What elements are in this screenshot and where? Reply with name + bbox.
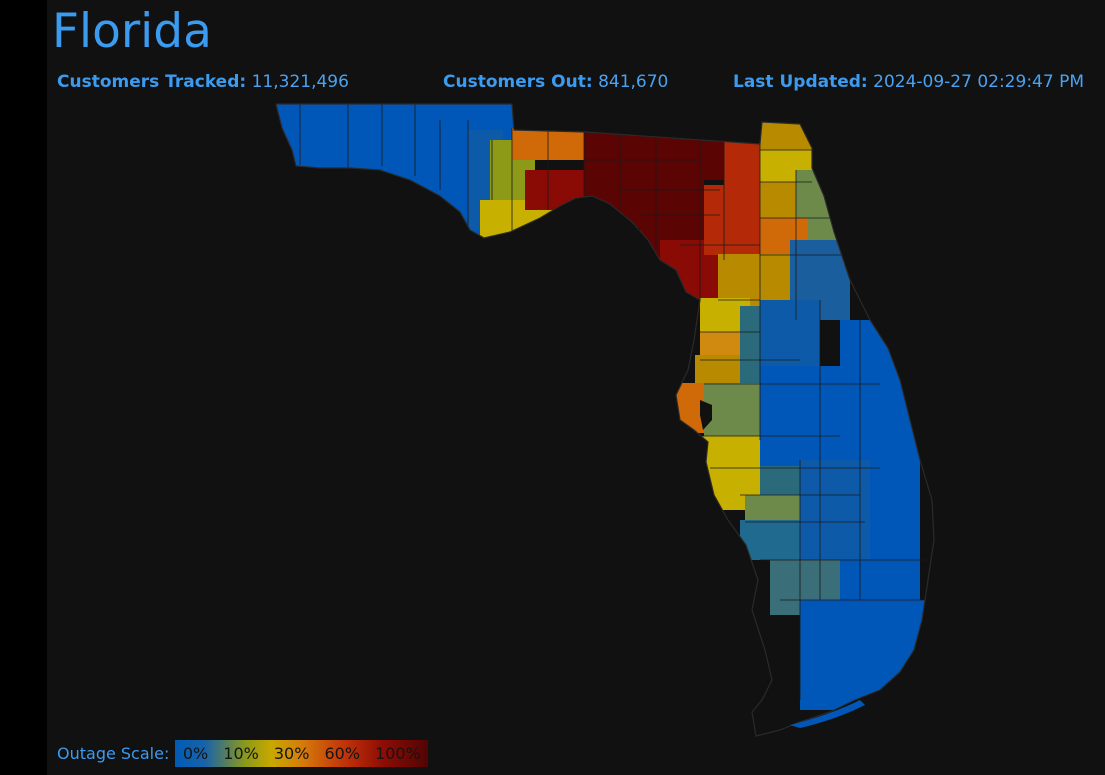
county-alachua — [704, 185, 764, 255]
last-updated-stat: Last Updated: 2024-09-27 02:29:47 PM — [733, 72, 1084, 92]
customers-out-value: 841,670 — [598, 72, 669, 92]
county-fills — [276, 104, 930, 710]
county-wakulla — [525, 170, 585, 210]
county-clay — [760, 182, 800, 224]
scale-tick-30: 30% — [273, 743, 310, 763]
customers-out-label: Customers Out: — [443, 72, 593, 92]
florida-keys — [790, 700, 865, 728]
last-updated-label: Last Updated: — [733, 72, 868, 92]
tampa-bay — [700, 400, 712, 430]
map-panel — [47, 0, 1105, 775]
county-borders — [299, 104, 925, 700]
county-okeechobee — [800, 460, 870, 560]
county-baker — [724, 140, 762, 185]
customers-tracked-value: 11,321,496 — [251, 72, 349, 92]
county-lee — [740, 520, 800, 560]
scale-tick-0: 0% — [182, 743, 209, 763]
customers-tracked-stat: Customers Tracked: 11,321,496 — [57, 72, 349, 92]
page-title: Florida — [52, 4, 212, 59]
county-seminole — [760, 300, 820, 370]
state-outline — [275, 103, 935, 737]
scale-tick-100: 100% — [375, 743, 421, 763]
county-marion — [718, 254, 798, 306]
county-charlotte — [745, 495, 805, 523]
county-hillsborough — [704, 383, 762, 438]
customers-out-stat: Customers Out: 841,670 — [443, 72, 668, 92]
county-desoto — [760, 465, 805, 495]
outage-scale-label: Outage Scale: — [57, 743, 170, 763]
outage-scale: Outage Scale: 0% 10% 30% 60% 100% — [57, 739, 429, 767]
scale-tick-60: 60% — [324, 743, 361, 763]
scale-tick-10: 10% — [223, 743, 259, 763]
outage-scale-bar: 0% 10% 30% 60% 100% — [175, 739, 429, 767]
county-manatee — [700, 436, 762, 476]
customers-tracked-label: Customers Tracked: — [57, 72, 247, 92]
last-updated-value: 2024-09-27 02:29:47 PM — [873, 72, 1084, 92]
